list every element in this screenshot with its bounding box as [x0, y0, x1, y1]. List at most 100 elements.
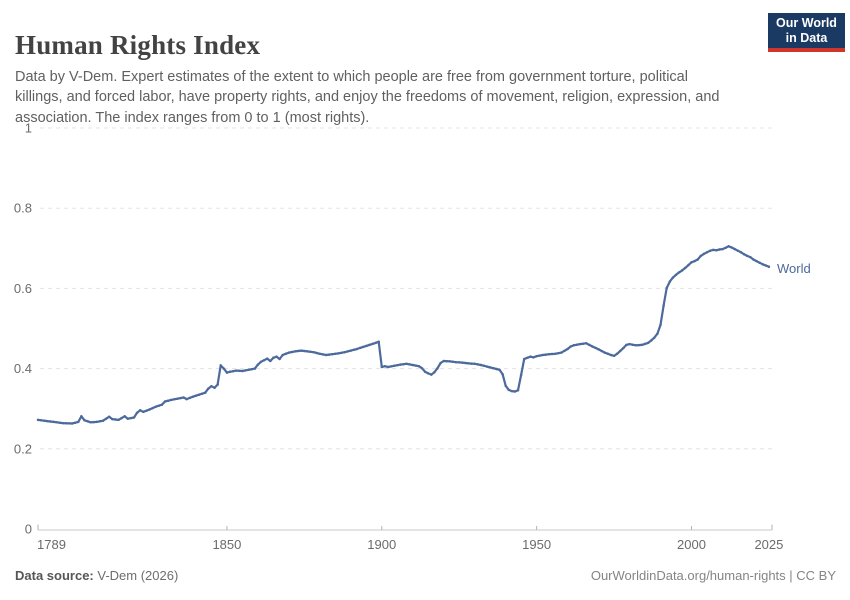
data-point: [399, 363, 402, 366]
data-point: [234, 369, 238, 372]
data-point: [275, 355, 278, 358]
data-point: [52, 420, 55, 424]
data-point: [705, 251, 709, 254]
data-point: [185, 397, 188, 401]
data-point: [742, 253, 746, 256]
x-tick-label: 1850: [212, 537, 241, 552]
data-point: [244, 369, 247, 372]
data-point: [92, 420, 95, 424]
data-point: [745, 254, 749, 258]
data-point: [426, 372, 430, 375]
data-point: [560, 351, 563, 354]
data-point: [340, 351, 343, 355]
data-point: [64, 422, 68, 425]
owid-logo-line1: Our World: [776, 15, 837, 30]
y-tick-label: 0.4: [14, 361, 32, 376]
data-point: [346, 350, 349, 353]
data-point: [696, 258, 699, 261]
data-point: [253, 367, 257, 370]
data-point: [414, 364, 418, 367]
data-point: [312, 350, 315, 354]
data-point: [49, 420, 52, 423]
data-point: [591, 345, 594, 348]
data-point: [423, 370, 427, 374]
data-source-value: V-Dem (2026): [93, 568, 179, 583]
data-point: [476, 363, 480, 366]
data-point: [653, 336, 656, 339]
data-point: [606, 352, 610, 356]
data-point: [120, 416, 123, 420]
data-point: [600, 349, 603, 353]
owid-logo[interactable]: Our World in Data: [768, 13, 845, 52]
data-point: [197, 393, 201, 396]
data-point: [457, 361, 461, 364]
data-point: [411, 363, 414, 367]
data-point: [538, 354, 541, 357]
x-tick-label: 1900: [367, 537, 396, 552]
data-point: [572, 344, 576, 347]
data-point: [111, 417, 114, 421]
data-point: [433, 370, 436, 374]
y-tick-label: 0.8: [14, 201, 32, 216]
series-label-world[interactable]: World: [777, 261, 811, 276]
data-point: [752, 258, 755, 261]
data-point: [194, 394, 198, 397]
data-point: [467, 362, 470, 365]
data-point: [256, 363, 260, 366]
data-point: [550, 352, 554, 356]
data-point: [225, 371, 229, 374]
data-point: [77, 420, 80, 424]
data-point: [151, 406, 154, 410]
data-point: [392, 364, 396, 368]
data-point: [724, 246, 727, 250]
data-point: [711, 248, 715, 252]
data-point: [210, 384, 213, 388]
data-point: [578, 342, 582, 346]
data-point: [665, 286, 668, 290]
data-point: [436, 366, 439, 370]
data-point: [132, 416, 136, 419]
data-point: [479, 363, 483, 367]
data-point: [352, 348, 356, 352]
data-point: [405, 362, 408, 366]
data-point: [618, 349, 622, 353]
data-point: [138, 409, 142, 412]
data-point: [464, 361, 467, 365]
data-point: [306, 350, 309, 353]
data-point: [262, 358, 266, 362]
data-point: [485, 365, 489, 368]
x-tick-label: 2025: [754, 537, 783, 552]
data-point: [625, 343, 628, 347]
data-point: [176, 397, 179, 400]
data-point: [662, 304, 665, 307]
data-point: [544, 353, 548, 356]
data-point: [135, 411, 139, 414]
data-point: [547, 352, 551, 356]
data-point: [659, 323, 662, 327]
data-point: [349, 349, 353, 352]
data-point: [649, 339, 653, 342]
data-point: [646, 341, 650, 345]
data-point: [755, 259, 758, 263]
data-point: [445, 359, 449, 363]
data-point: [231, 369, 235, 373]
data-point: [640, 343, 644, 347]
data-point: [643, 342, 647, 346]
data-point: [371, 342, 374, 346]
data-point: [36, 418, 40, 422]
data-point: [287, 351, 291, 354]
data-point: [708, 249, 712, 252]
data-point: [687, 263, 690, 267]
data-point: [321, 353, 325, 356]
data-point: [89, 421, 92, 424]
data-point: [203, 391, 207, 394]
data-point: [191, 395, 195, 398]
credit-link[interactable]: OurWorldinData.org/human-rights | CC BY: [590, 568, 836, 583]
data-point: [383, 364, 387, 368]
data-point: [492, 366, 495, 370]
data-point: [408, 363, 411, 366]
data-point: [337, 352, 340, 355]
data-point: [690, 261, 693, 264]
series-line-world[interactable]: [36, 245, 770, 425]
